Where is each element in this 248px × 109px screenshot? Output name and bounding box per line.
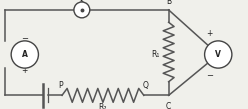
Text: +: + xyxy=(206,29,213,38)
Text: K: K xyxy=(79,0,84,6)
Text: V: V xyxy=(215,50,221,59)
Circle shape xyxy=(74,2,90,18)
Circle shape xyxy=(205,41,232,68)
Text: R₁: R₁ xyxy=(151,50,159,59)
Text: −: − xyxy=(206,71,213,80)
Text: R₂: R₂ xyxy=(99,103,107,109)
Text: Q: Q xyxy=(142,81,148,90)
Text: P: P xyxy=(59,81,63,90)
Text: −: − xyxy=(21,34,28,43)
Circle shape xyxy=(11,41,38,68)
Text: B: B xyxy=(166,0,171,6)
Text: C: C xyxy=(166,101,171,109)
Text: A: A xyxy=(22,50,28,59)
Text: +: + xyxy=(22,66,28,75)
